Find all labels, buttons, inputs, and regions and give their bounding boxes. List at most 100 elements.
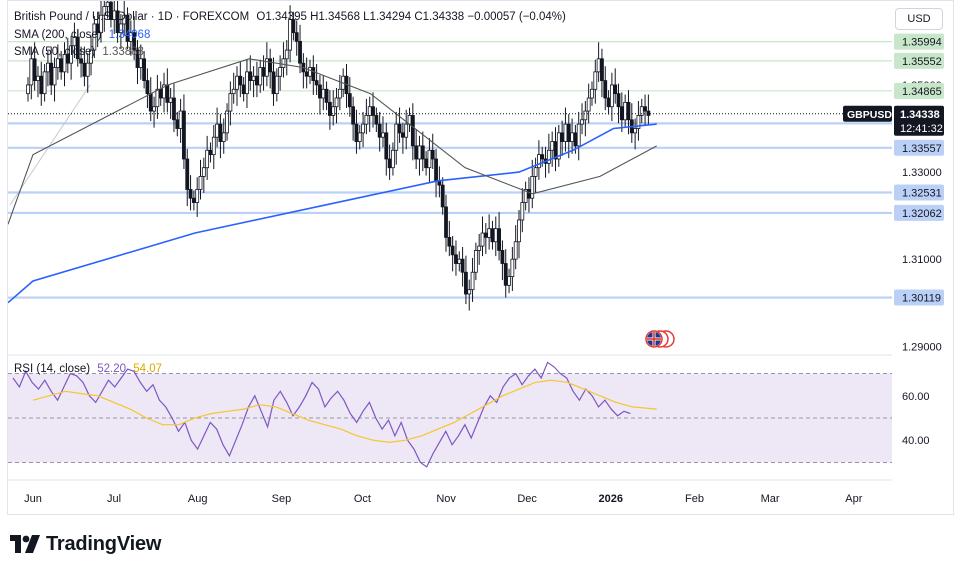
- candle-body: [414, 145, 419, 160]
- rsi-tick-label: 60.00: [902, 391, 930, 403]
- candle-body: [357, 132, 362, 142]
- candle-body: [477, 245, 482, 251]
- candle-body: [503, 263, 508, 286]
- level-badge: [894, 33, 944, 50]
- candle-body: [434, 158, 438, 182]
- candle-body: [371, 106, 375, 116]
- candle-body: [191, 197, 196, 203]
- symbol-badge-label: GBPUSD: [847, 109, 892, 121]
- candle-body: [400, 132, 405, 138]
- candle-body: [566, 123, 571, 142]
- rsi-ma-line: [32, 379, 657, 444]
- rsi-ma-value: 54.07: [133, 363, 163, 375]
- trend-line: [9, 84, 91, 206]
- level-badge: [894, 82, 944, 99]
- candle-body: [397, 123, 402, 134]
- candle-body: [440, 184, 445, 208]
- time-tick-label: Dec: [517, 493, 537, 505]
- candle-body: [636, 115, 641, 129]
- time-tick-label: Aug: [188, 493, 208, 505]
- candle-body: [603, 80, 608, 99]
- candle-body: [513, 241, 518, 260]
- currency-button[interactable]: USD: [895, 8, 943, 30]
- candle-body: [450, 245, 455, 256]
- candle-body: [168, 97, 173, 103]
- candle-body: [457, 258, 462, 264]
- candle-body: [228, 93, 233, 112]
- level-badge: [894, 204, 944, 221]
- level-badge-label: 1.32062: [902, 208, 942, 220]
- candle-body: [583, 110, 588, 121]
- candle-body: [410, 115, 415, 147]
- candle-body: [102, 6, 107, 16]
- candle-body: [643, 106, 647, 112]
- candle-body: [623, 101, 628, 121]
- candle-body: [251, 75, 256, 81]
- candle-body: [556, 132, 561, 160]
- candle-body: [148, 93, 153, 112]
- candle-body: [391, 149, 395, 169]
- candle-body: [467, 289, 472, 295]
- sma200-label: SMA (200, close): [14, 29, 102, 41]
- candle-body: [59, 58, 64, 73]
- candle-body: [258, 67, 263, 86]
- rsi-legend[interactable]: RSI (14, close) 52.20 54.07: [14, 362, 162, 376]
- candle-body: [613, 84, 618, 95]
- candle-body: [235, 75, 239, 90]
- candle-body: [596, 58, 601, 73]
- candle-body: [85, 62, 90, 77]
- tradingview-mark-icon: [10, 535, 40, 553]
- candle-body: [520, 202, 525, 221]
- candle-body: [324, 88, 329, 103]
- candle-body: [215, 123, 220, 138]
- candle-body: [158, 88, 163, 99]
- sma200-legend[interactable]: SMA (200, close) 1.34068: [14, 28, 150, 42]
- candle-body: [294, 32, 299, 42]
- candle-body: [570, 132, 574, 142]
- candle-body: [182, 110, 186, 160]
- candle-body: [36, 75, 40, 81]
- candle-body: [331, 106, 336, 116]
- last-price-badge: [894, 105, 944, 136]
- tradingview-wordmark: TradingView: [46, 532, 162, 555]
- candle-body: [460, 258, 465, 273]
- candle-body: [351, 106, 356, 125]
- candle-body: [261, 67, 266, 77]
- price-tick-label: 1.29000: [902, 341, 942, 353]
- candle-body: [208, 149, 213, 156]
- level-badge-label: 1.34865: [902, 86, 942, 98]
- price-tick-label: 1.33000: [902, 167, 942, 179]
- sma50-legend[interactable]: SMA (50, close) 1.33888: [14, 45, 144, 59]
- candle-body: [311, 67, 316, 81]
- rsi-tick-label: 40.00: [902, 435, 930, 447]
- sma50-label: SMA (50, close): [14, 46, 96, 58]
- candle-body: [155, 88, 160, 108]
- candle-body: [218, 123, 223, 142]
- symbol-title[interactable]: British Pound / U.S. Dollar · 1D · FOREX…: [14, 11, 250, 23]
- candle-body: [609, 84, 614, 108]
- time-tick-label: Feb: [685, 493, 704, 505]
- tradingview-logo[interactable]: TradingView: [10, 532, 161, 556]
- candle-body: [201, 167, 206, 177]
- level-badge: [894, 139, 944, 156]
- candle-body: [298, 40, 302, 64]
- candle-body: [384, 132, 389, 160]
- candle-body: [490, 228, 495, 243]
- candle-body: [321, 88, 326, 99]
- level-badge-label: 1.33557: [902, 143, 942, 155]
- candle-body: [427, 149, 432, 169]
- candle-body: [241, 84, 246, 95]
- candle-body: [377, 123, 382, 138]
- candle-body: [580, 119, 584, 125]
- candle-body: [281, 58, 286, 68]
- candle-body: [271, 71, 276, 95]
- candle-body: [483, 232, 488, 238]
- candle-body: [394, 123, 399, 151]
- candle-body: [46, 62, 50, 73]
- rsi-value: 52.20: [97, 363, 127, 375]
- candle-body: [616, 93, 621, 108]
- candle-body: [314, 80, 319, 86]
- candle-body: [337, 88, 342, 99]
- candle-body: [118, 23, 123, 34]
